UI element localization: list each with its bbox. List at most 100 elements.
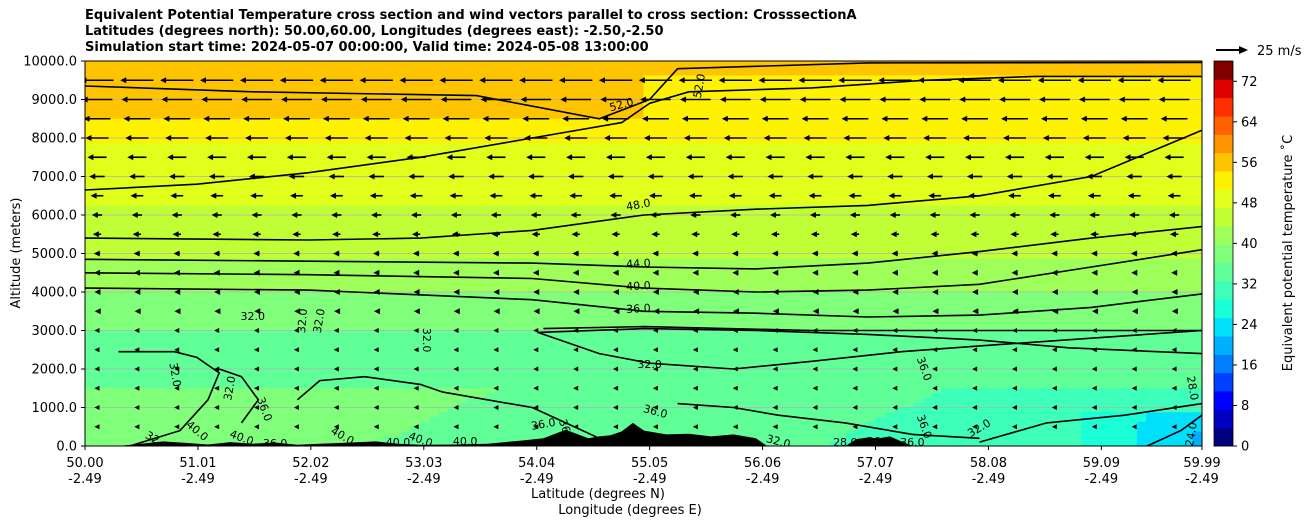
field-cell [513, 195, 524, 202]
field-cell [429, 133, 440, 139]
field-cell [578, 267, 589, 274]
field-cell [494, 104, 505, 110]
field-cell [466, 359, 477, 365]
field-cell [206, 412, 216, 418]
field-cell [392, 258, 403, 264]
field-cell [280, 109, 291, 115]
field-cell [503, 412, 514, 418]
field-cell [522, 388, 533, 394]
field-cell [122, 239, 133, 245]
field-cell [206, 320, 216, 327]
field-cell [215, 80, 226, 86]
field-cell [429, 330, 440, 336]
field-cell [401, 166, 412, 173]
field-cell [327, 248, 337, 255]
field-cell [587, 142, 598, 149]
field-cell [373, 412, 384, 418]
field-cell [85, 311, 95, 317]
field-cell [261, 80, 272, 86]
field-cell [457, 89, 468, 96]
field-cell [531, 320, 542, 327]
field-cell [531, 109, 542, 115]
field-cell [652, 176, 663, 182]
field-cell [112, 335, 123, 341]
field-cell [615, 118, 626, 125]
field-cell [159, 402, 170, 409]
field-cell [215, 431, 226, 437]
field-cell [364, 287, 375, 293]
field-cell [85, 94, 95, 101]
field-cell [578, 142, 589, 149]
field-cell [94, 176, 105, 182]
field-cell [662, 152, 673, 158]
field-cell [85, 282, 95, 288]
field-cell [224, 402, 235, 409]
field-cell [624, 316, 635, 322]
field-cell [382, 243, 393, 250]
field-cell [643, 378, 654, 385]
field-cell [131, 181, 142, 187]
field-cell [475, 301, 486, 308]
field-cell [271, 253, 282, 259]
field-cell [652, 80, 663, 86]
field-cell [354, 277, 365, 283]
field-cell [354, 292, 365, 298]
field-cell [178, 219, 188, 226]
field-cell [354, 118, 365, 125]
field-cell [196, 123, 207, 129]
field-cell [606, 325, 617, 332]
field-cell [299, 354, 309, 360]
field-cell [513, 330, 524, 336]
field-cell [503, 407, 514, 413]
field-cell [615, 378, 626, 385]
field-cell [308, 157, 319, 163]
field-cell [224, 75, 235, 81]
field-cell [652, 311, 663, 317]
field-cell [336, 412, 347, 418]
field-cell [215, 224, 226, 231]
field-cell [438, 215, 449, 221]
field-cell [596, 344, 607, 351]
field-cell [662, 176, 673, 182]
field-cell [401, 282, 412, 288]
field-cell [513, 70, 524, 77]
field-cell [187, 234, 198, 240]
field-cell [261, 215, 272, 221]
field-cell [401, 344, 412, 351]
field-cell [196, 431, 207, 437]
field-cell [131, 383, 142, 389]
field-cell [280, 215, 291, 221]
field-cell [364, 147, 375, 154]
field-cell [252, 282, 263, 288]
field-cell [531, 186, 542, 192]
field-cell [457, 195, 468, 202]
field-cell [364, 186, 375, 192]
field-cell [159, 335, 170, 341]
field-cell [299, 210, 309, 216]
field-cell [513, 369, 524, 375]
field-cell [215, 369, 226, 375]
field-cell [382, 109, 393, 115]
field-cell [187, 436, 198, 442]
field-cell [587, 166, 598, 173]
field-cell [550, 378, 561, 385]
field-cell [615, 176, 626, 182]
field-cell [252, 171, 263, 178]
field-cell [401, 253, 412, 259]
field-cell [531, 133, 542, 139]
field-cell [531, 354, 542, 360]
field-cell [103, 133, 114, 139]
field-cell [224, 397, 235, 404]
field-cell [85, 162, 95, 168]
field-cell [308, 436, 319, 442]
field-cell [652, 123, 663, 129]
field-cell [550, 70, 561, 77]
field-cell [252, 147, 263, 154]
field-cell [94, 181, 105, 187]
field-cell [261, 388, 272, 394]
field-cell [243, 190, 254, 197]
field-cell [624, 229, 635, 235]
field-cell [401, 162, 412, 168]
field-cell [541, 397, 552, 404]
field-cell [243, 128, 254, 134]
